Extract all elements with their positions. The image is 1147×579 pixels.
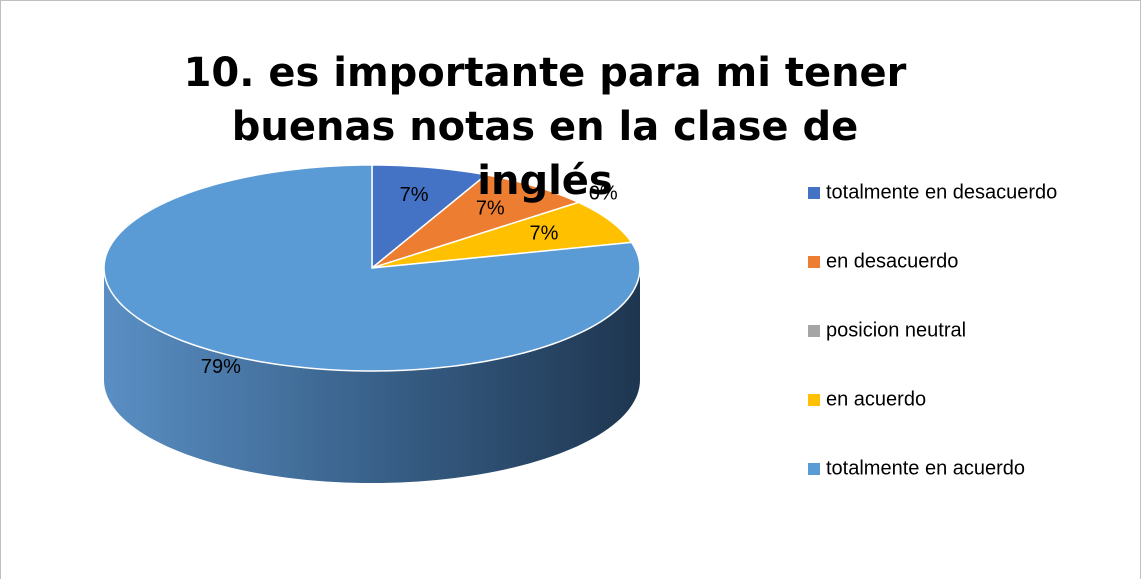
slice bbox=[103, 164, 641, 372]
data-label: 7% bbox=[476, 198, 505, 220]
data-label: 79% bbox=[201, 356, 241, 378]
legend-label: totalmente en desacuerdo bbox=[826, 181, 1057, 203]
legend-swatch bbox=[808, 256, 820, 268]
slice bbox=[371, 164, 488, 270]
legend-label: en desacuerdo bbox=[826, 250, 958, 272]
legend-label: totalmente en acuerdo bbox=[826, 457, 1025, 479]
legend-swatch bbox=[808, 394, 820, 406]
chart-title: 10. es importante para mi tener buenas n… bbox=[183, 50, 907, 204]
legend-swatch bbox=[808, 187, 820, 199]
slice bbox=[371, 173, 581, 269]
legend-label: en acuerdo bbox=[826, 388, 926, 410]
slice bbox=[371, 201, 633, 269]
slice-side bbox=[104, 268, 640, 483]
data-label: 7% bbox=[529, 223, 558, 245]
legend-swatch bbox=[808, 325, 820, 337]
legend-swatch bbox=[808, 463, 820, 475]
data-label: 7% bbox=[400, 184, 429, 206]
data-label: 0% bbox=[589, 183, 618, 205]
legend-label: posicion neutral bbox=[826, 319, 966, 341]
